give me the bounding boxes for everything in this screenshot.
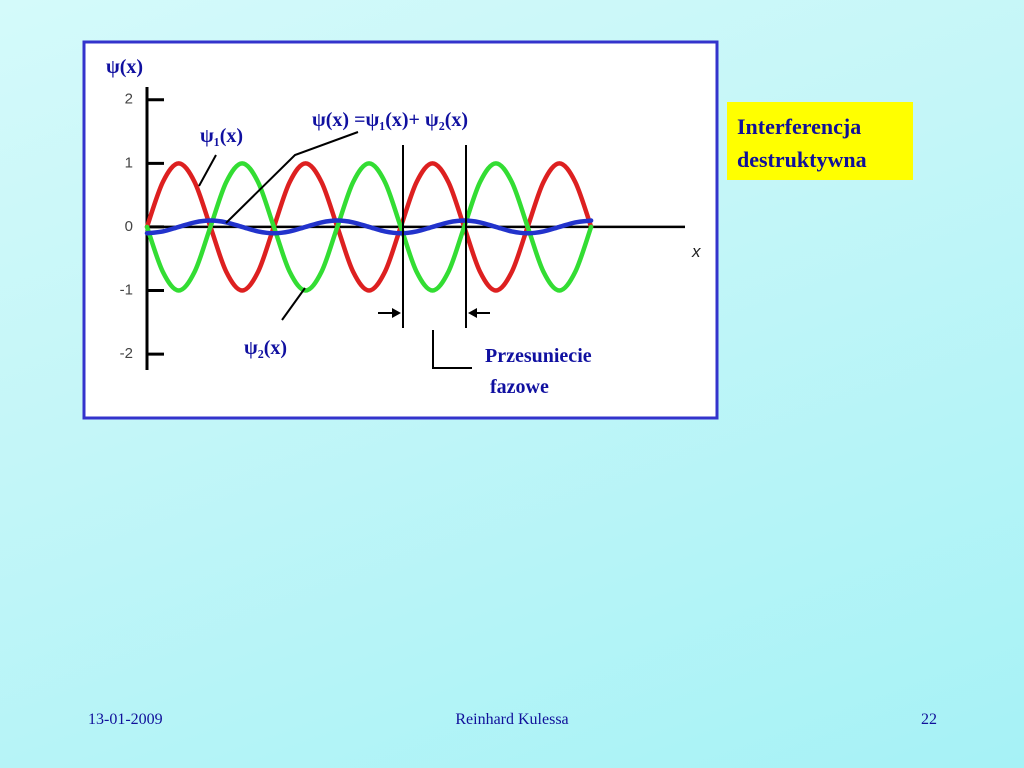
callout-text: destruktywna xyxy=(737,147,867,172)
series-line xyxy=(144,161,594,293)
callout-box xyxy=(727,102,913,180)
footer-date: 13-01-2009 xyxy=(88,711,163,728)
series-label: ψ₁(x) xyxy=(200,125,243,147)
y-axis-label: ψ(x) xyxy=(106,56,143,78)
series-line xyxy=(144,218,594,236)
series-label: ψ(x) =ψ₁(x)+ ψ₂(x) xyxy=(312,109,468,131)
footer-page: 22 xyxy=(921,711,937,728)
leader-line xyxy=(281,287,306,321)
series-label: ψ₂(x) xyxy=(244,337,287,359)
leader-line xyxy=(198,154,217,187)
x-axis-label: x xyxy=(691,242,701,261)
plot: -2 -1 0 1 2 xyxy=(120,87,685,370)
footer-author: Reinhard Kulessa xyxy=(455,711,568,728)
leader-line xyxy=(225,131,359,224)
callout-text: Interferencja xyxy=(737,114,861,139)
y-tick-label: 0 xyxy=(125,218,133,235)
y-tick-label: -2 xyxy=(120,345,133,362)
annotation: fazowe xyxy=(490,376,549,398)
y-tick-label: 2 xyxy=(125,91,133,108)
series-line xyxy=(144,161,594,293)
arrow-head xyxy=(392,308,401,318)
arrow-head xyxy=(468,308,477,318)
bracket xyxy=(432,330,472,369)
y-tick-label: -1 xyxy=(120,281,133,298)
annotation: Przesuniecie xyxy=(485,345,592,367)
y-tick-label: 1 xyxy=(125,154,133,171)
